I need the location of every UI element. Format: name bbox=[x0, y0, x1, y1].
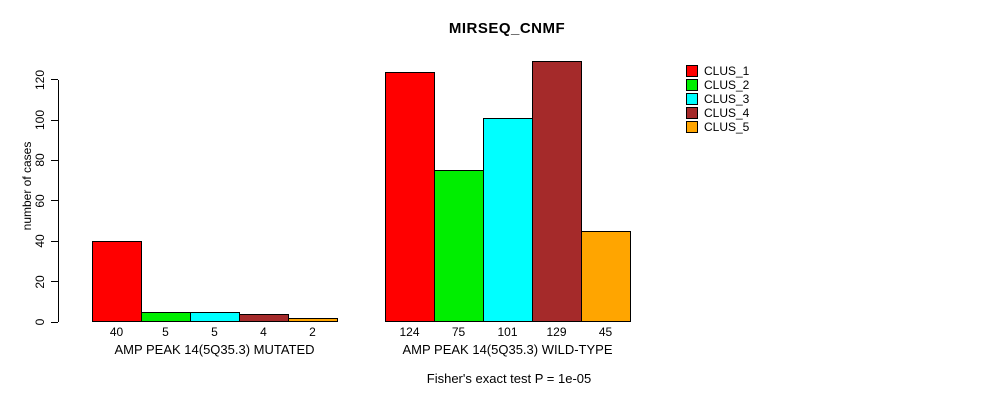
bar bbox=[532, 61, 582, 322]
bar-value-label: 5 bbox=[162, 325, 169, 339]
bar bbox=[239, 314, 289, 322]
legend-swatch bbox=[686, 93, 698, 105]
x-axis-group-label: AMP PEAK 14(5Q35.3) MUTATED bbox=[114, 342, 315, 357]
y-axis-tick bbox=[51, 200, 58, 202]
bar-value-label: 5 bbox=[211, 325, 218, 339]
legend-item: CLUS_3 bbox=[686, 92, 749, 106]
y-axis-tick bbox=[51, 240, 58, 242]
legend-swatch bbox=[686, 65, 698, 77]
y-axis-line bbox=[58, 80, 59, 322]
legend-label: CLUS_3 bbox=[704, 92, 750, 106]
y-axis-tick bbox=[51, 159, 58, 161]
y-axis-tick bbox=[51, 281, 58, 283]
y-axis-tick-label: 80 bbox=[33, 153, 47, 168]
bar bbox=[434, 170, 484, 322]
y-axis-tick bbox=[51, 119, 58, 121]
bar bbox=[581, 231, 631, 322]
bar bbox=[483, 118, 533, 322]
legend-item: CLUS_5 bbox=[686, 120, 749, 134]
y-axis-tick-label: 0 bbox=[33, 318, 47, 326]
legend-swatch bbox=[686, 107, 698, 119]
legend: CLUS_1 CLUS_2 CLUS_3 CLUS_4 CLUS_5 bbox=[686, 64, 749, 134]
bar-value-label: 124 bbox=[399, 325, 420, 339]
bar-value-label: 129 bbox=[546, 325, 567, 339]
y-axis-tick bbox=[51, 79, 58, 81]
legend-label: CLUS_1 bbox=[704, 64, 750, 78]
legend-swatch bbox=[686, 79, 698, 91]
x-axis-group-label: AMP PEAK 14(5Q35.3) WILD-TYPE bbox=[402, 342, 613, 357]
bar bbox=[92, 241, 142, 322]
bar-value-label: 4 bbox=[260, 325, 267, 339]
bar bbox=[288, 318, 338, 322]
legend-label: CLUS_4 bbox=[704, 106, 750, 120]
bar bbox=[190, 312, 240, 322]
y-axis-tick-label: 20 bbox=[33, 274, 47, 289]
legend-item: CLUS_4 bbox=[686, 106, 749, 120]
bar bbox=[385, 72, 435, 322]
bar-value-label: 101 bbox=[497, 325, 518, 339]
bar-value-label: 40 bbox=[109, 325, 124, 339]
y-axis-tick-label: 60 bbox=[33, 194, 47, 208]
bar-value-label: 45 bbox=[598, 325, 613, 339]
y-axis-tick bbox=[51, 321, 58, 323]
legend-item: CLUS_1 bbox=[686, 64, 749, 78]
y-axis-tick-label: 40 bbox=[33, 234, 47, 248]
chart-title: MIRSEQ_CNMF bbox=[448, 20, 566, 37]
bar-value-label: 2 bbox=[309, 325, 316, 339]
annotation-fisher-test: Fisher's exact test P = 1e-05 bbox=[426, 371, 592, 386]
y-axis-tick-label: 100 bbox=[33, 109, 47, 131]
bar bbox=[141, 312, 191, 322]
legend-swatch bbox=[686, 121, 698, 133]
bar-value-label: 75 bbox=[451, 325, 466, 339]
legend-item: CLUS_2 bbox=[686, 78, 749, 92]
legend-label: CLUS_2 bbox=[704, 78, 750, 92]
y-axis-tick-label: 120 bbox=[33, 69, 47, 90]
legend-label: CLUS_5 bbox=[704, 120, 750, 134]
